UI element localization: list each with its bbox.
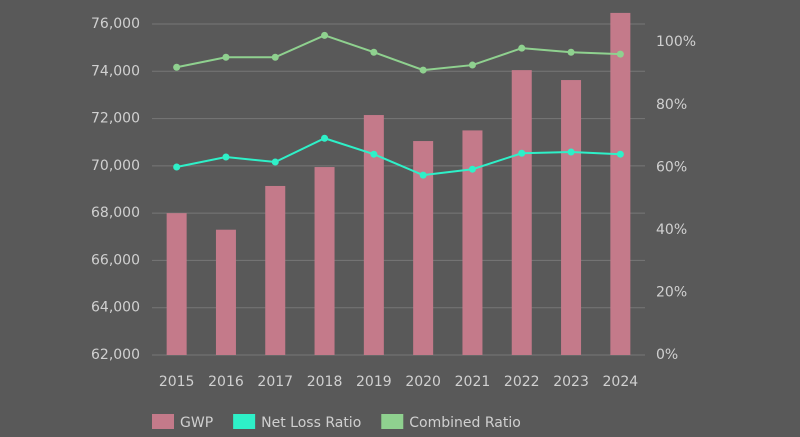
y-tick-label: 68,000: [91, 205, 140, 221]
point: [419, 66, 427, 74]
y2-tick-label: 80%: [656, 97, 687, 113]
y-tick-label: 76,000: [91, 16, 140, 32]
line: [176, 137, 621, 177]
point: [567, 48, 575, 56]
point: [173, 163, 181, 171]
legend-swatch: [152, 414, 174, 429]
bar: [363, 115, 384, 355]
line: [176, 34, 621, 72]
x-tick-label: 2024: [603, 374, 639, 390]
x-tick-label: 2019: [356, 374, 392, 390]
x-tick-label: 2016: [208, 374, 244, 390]
y2-tick-label: 60%: [656, 159, 687, 175]
y-tick-label: 64,000: [91, 300, 140, 316]
point: [616, 150, 624, 158]
point: [468, 61, 476, 69]
point: [518, 44, 526, 52]
bar: [610, 12, 631, 356]
point: [321, 134, 329, 142]
x-tick-label: 2022: [504, 374, 540, 390]
point: [567, 148, 575, 156]
legend-label: Net Loss Ratio: [261, 415, 361, 431]
bar: [561, 80, 582, 356]
point: [518, 149, 526, 157]
point: [271, 158, 279, 166]
x-tick-label: 2023: [553, 374, 589, 390]
y-tick-label: 70,000: [91, 158, 140, 174]
y2-tick-label: 100%: [656, 34, 696, 50]
point: [468, 165, 476, 173]
x-tick-label: 2020: [405, 374, 441, 390]
point: [419, 171, 427, 179]
x-tick-label: 2021: [455, 374, 491, 390]
x-tick-label: 2018: [307, 374, 343, 390]
point: [370, 48, 378, 56]
y-tick-label: 66,000: [91, 252, 140, 268]
y-tick-label: 72,000: [91, 111, 140, 127]
legend-swatch: [381, 414, 404, 429]
point: [173, 63, 181, 71]
point: [321, 31, 329, 39]
bar: [413, 141, 434, 355]
point: [616, 50, 624, 58]
bar: [265, 185, 286, 355]
bar: [314, 167, 335, 355]
legend-label: Combined Ratio: [409, 415, 521, 431]
bar: [511, 70, 532, 356]
y2-tick-label: 40%: [656, 222, 687, 238]
point: [222, 153, 230, 161]
bar: [462, 130, 483, 355]
y2-tick-label: 0%: [656, 347, 678, 363]
point: [271, 53, 279, 61]
point: [222, 53, 230, 61]
y-tick-label: 74,000: [91, 63, 140, 79]
y-tick-label: 62,000: [91, 347, 140, 363]
y2-tick-label: 20%: [656, 284, 687, 300]
x-tick-label: 2015: [159, 374, 195, 390]
point: [370, 150, 378, 158]
bar: [166, 213, 187, 355]
x-tick-label: 2017: [257, 374, 293, 390]
legend-swatch: [233, 414, 256, 429]
legend-label: GWP: [180, 415, 213, 431]
bar: [215, 229, 236, 355]
